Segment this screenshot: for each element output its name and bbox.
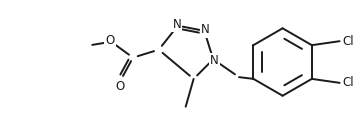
Text: N: N [210, 54, 219, 67]
Text: O: O [115, 80, 125, 93]
Text: N: N [172, 18, 181, 31]
Text: O: O [105, 34, 115, 47]
Text: N: N [201, 23, 210, 36]
Text: Cl: Cl [343, 76, 354, 89]
Text: Cl: Cl [343, 35, 354, 48]
